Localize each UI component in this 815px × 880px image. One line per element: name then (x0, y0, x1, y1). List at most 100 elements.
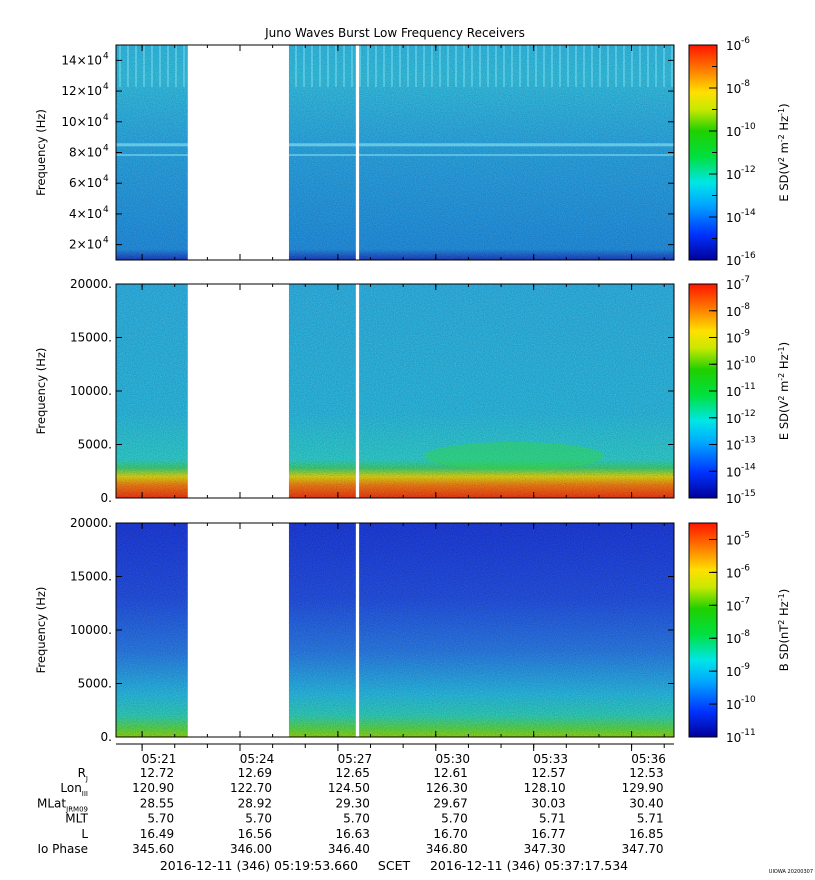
stripe (455, 45, 457, 87)
colorbar-tick-exponent: -11 (741, 382, 756, 392)
stripe (567, 45, 569, 87)
colorbar-label-sup: -1 (777, 593, 786, 601)
stripe (463, 45, 465, 87)
colorbar-tick-label: 10 (726, 698, 741, 712)
stripe (343, 45, 345, 87)
colorbar-tick-exponent: -10 (741, 122, 756, 132)
colorbar-tick-exponent: -16 (741, 251, 756, 261)
ephemeris-value: 30.03 (531, 796, 565, 810)
stripe (495, 45, 497, 87)
colorbar-tick-label: 10 (726, 211, 741, 225)
spectral-band (116, 143, 674, 147)
ephemeris-label-sub: J (85, 775, 88, 783)
ephemeris-value: 129.90 (622, 781, 664, 795)
ephemeris-value: 126.30 (426, 781, 468, 795)
time-tick-label: 05:30 (435, 752, 470, 766)
colorbar-tick-label: 10 (726, 533, 741, 547)
stripe (551, 45, 553, 87)
ephemeris-value: 5.71 (539, 812, 566, 826)
ephemeris-value: 346.80 (426, 842, 468, 856)
ephemeris-value: 5.71 (637, 812, 664, 826)
colorbar-tick-label: 10 (726, 492, 741, 506)
ephemeris-label-text: R (78, 766, 86, 780)
stripe (183, 45, 185, 87)
y-axis-label: Frequency (Hz) (34, 348, 48, 435)
y-tick-label: 6×10 (69, 176, 102, 190)
ephemeris-label-sub: JRM09 (65, 805, 88, 813)
ephemeris-value: 30.40 (629, 796, 663, 810)
colorbar-label-part: ) (777, 589, 791, 594)
stripe (503, 45, 505, 87)
time-tick-label: 05:24 (240, 752, 275, 766)
ephemeris-value: 16.56 (238, 827, 272, 841)
y-tick-label: 20000. (70, 277, 112, 291)
stripe (415, 45, 417, 87)
y-tick-label: 10×10 (61, 115, 102, 129)
stripe (319, 45, 321, 87)
colorbar-tick-exponent: -6 (741, 36, 750, 46)
colorbar-tick-label: 10 (726, 305, 741, 319)
data-gap (187, 523, 289, 737)
stripe (559, 45, 561, 87)
chart-title: Juno Waves Burst Low Frequency Receivers (264, 26, 525, 40)
colorbar-tick-label: 10 (726, 632, 741, 646)
ephemeris-value: 16.70 (433, 827, 467, 841)
stripe (335, 45, 337, 87)
stripe (359, 45, 361, 87)
colorbar-label-part: E SD(V (777, 401, 791, 441)
ephemeris-label-text: MLT (65, 812, 88, 826)
colorbar-label-sup: 2 (777, 620, 786, 625)
colorbar-tick-label: 10 (726, 332, 741, 346)
colorbar-tick-label: 10 (726, 254, 741, 268)
colorbar-tick-exponent: -13 (741, 436, 756, 446)
colorbar-tick-exponent: -6 (741, 563, 750, 573)
time-tick-label: 05:27 (338, 752, 373, 766)
ephemeris-label-text: L (81, 827, 88, 841)
ephemeris-value: 346.40 (328, 842, 370, 856)
data-gap (187, 45, 289, 260)
colorbar-tick-label: 10 (726, 439, 741, 453)
stripe (367, 45, 369, 87)
colorbar-tick-exponent: -12 (741, 165, 756, 175)
stripe (583, 45, 585, 87)
ephemeris-value: 5.70 (147, 812, 174, 826)
colorbar-label-sup: -1 (777, 108, 786, 116)
ephemeris-value: 29.30 (336, 796, 370, 810)
stripe (431, 45, 433, 87)
y-tick-label: 4×10 (69, 207, 102, 221)
y-tick-label: 0. (101, 730, 112, 744)
ephemeris-value: 5.70 (343, 812, 370, 826)
colorbar-tick-exponent: -5 (741, 530, 750, 540)
stripe (647, 45, 649, 87)
stripe (607, 45, 609, 87)
colorbar-label-sup: 2 (777, 396, 786, 401)
ephemeris-value: 347.30 (524, 842, 566, 856)
colorbar-tick-exponent: -15 (741, 489, 756, 499)
y-tick-exponent: 4 (103, 174, 109, 184)
ephemeris-value: 28.92 (238, 796, 272, 810)
ephemeris-value: 124.50 (328, 781, 370, 795)
y-tick-label: 12×10 (61, 84, 102, 98)
stripe (543, 45, 545, 87)
stripe (511, 45, 513, 87)
y-tick-exponent: 4 (103, 82, 109, 92)
stripe (663, 45, 665, 87)
ephemeris-value: 12.53 (629, 766, 663, 780)
stripe (671, 45, 673, 87)
colorbar-tick-label: 10 (726, 385, 741, 399)
y-axis-label: Frequency (Hz) (34, 109, 48, 196)
ephemeris-value: 12.69 (238, 766, 272, 780)
colorbar-tick-label: 10 (726, 278, 741, 292)
ephemeris-label-text: Io Phase (37, 842, 88, 856)
stripe (127, 45, 129, 87)
ephemeris-label: Io Phase (37, 842, 88, 856)
panel-2: 0. 5000. 10000. 15000. 20000. Frequency (Hz) 1… (34, 275, 791, 506)
ephemeris-label: MLatJRM09 (37, 796, 88, 813)
colorbar-label-part: m (777, 142, 791, 157)
colorbar-label-part: ) (777, 103, 791, 108)
colorbar-tick-label: 10 (726, 599, 741, 613)
colorbar-tick-exponent: -10 (741, 355, 756, 365)
colorbar-label-part: ) (777, 342, 791, 347)
stripe (655, 45, 657, 87)
y-tick-label: 20000. (70, 516, 112, 530)
